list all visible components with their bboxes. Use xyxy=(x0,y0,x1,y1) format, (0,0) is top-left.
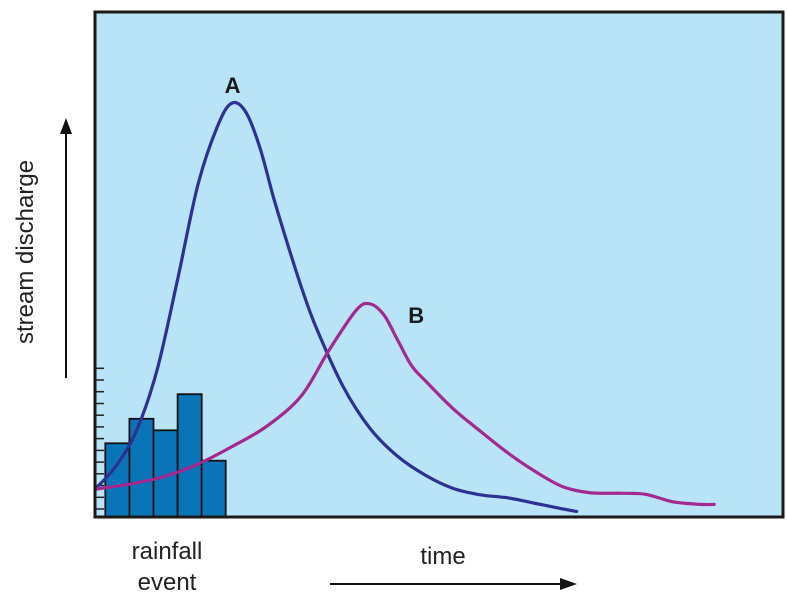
peak-annotations: AB xyxy=(225,73,424,328)
y-axis-label: stream discharge xyxy=(12,160,39,344)
plot-frame xyxy=(93,10,785,519)
plot-area xyxy=(95,12,783,517)
peak-label-b: B xyxy=(408,303,424,328)
rainfall-bar-4 xyxy=(176,393,203,517)
hydrograph-line-a xyxy=(95,100,579,514)
x-axis-arrowhead xyxy=(560,578,577,590)
y-axis-arrowhead xyxy=(60,118,72,134)
rainfall-bar-1 xyxy=(104,442,131,517)
rainfall-bar-5 xyxy=(200,459,227,517)
rainfall-bar-2 xyxy=(128,417,155,517)
peak-label-a: A xyxy=(225,73,241,98)
x-axis-label: time xyxy=(420,543,465,570)
hydrograph-line-b xyxy=(95,301,716,507)
rainfall-label-line1: rainfall xyxy=(132,538,203,565)
rainfall-label-line2: event xyxy=(138,569,197,596)
hydrograph-lines xyxy=(95,100,716,514)
